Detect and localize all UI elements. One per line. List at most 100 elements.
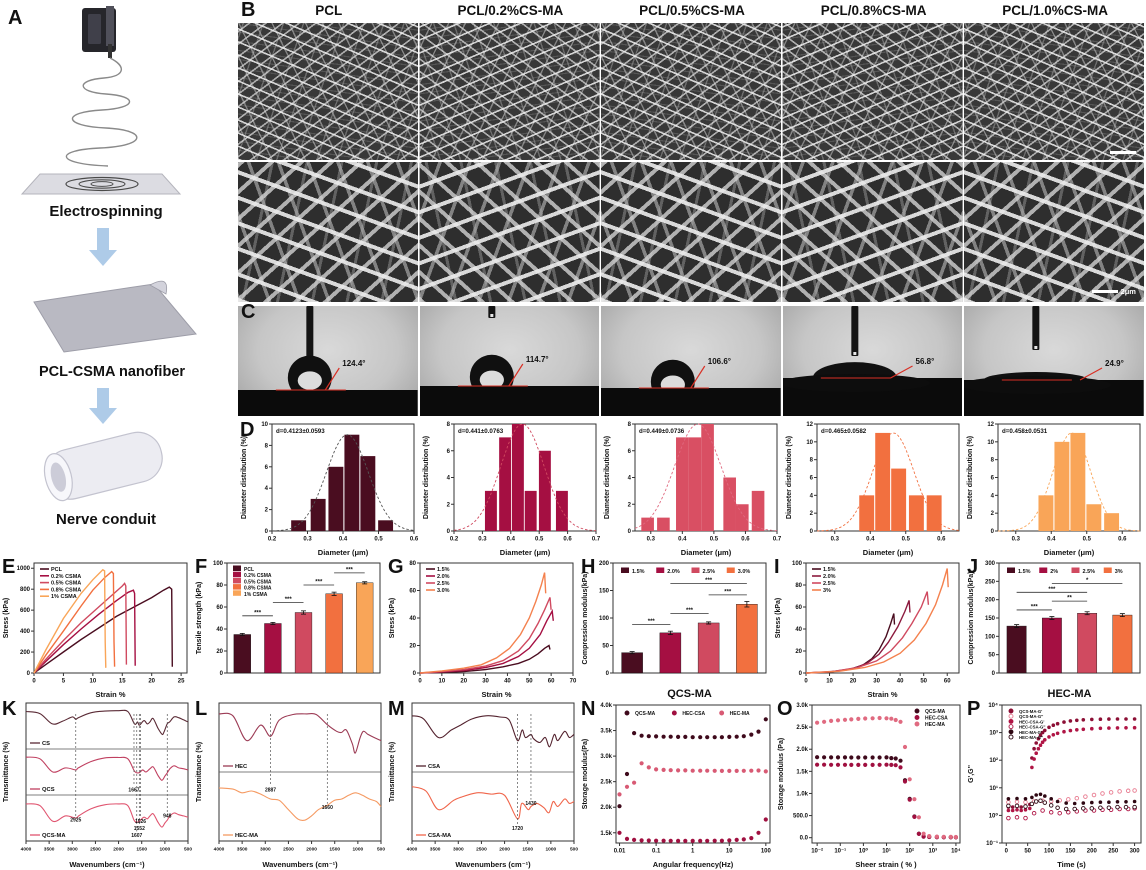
svg-text:Stress (kPa): Stress (kPa) (389, 598, 396, 638)
svg-text:15: 15 (119, 679, 126, 685)
svg-text:80: 80 (216, 583, 223, 589)
svg-text:PCL: PCL (244, 567, 254, 573)
svg-text:200: 200 (1087, 849, 1098, 855)
svg-text:3.0%: 3.0% (437, 588, 450, 594)
svg-text:10: 10 (826, 679, 833, 685)
svg-text:1% CSMA: 1% CSMA (51, 594, 77, 600)
svg-text:d=0.4123±0.0593: d=0.4123±0.0593 (276, 428, 325, 435)
svg-text:25: 25 (178, 679, 185, 685)
svg-text:600: 600 (20, 608, 31, 614)
svg-text:6: 6 (628, 449, 632, 455)
svg-text:1720: 1720 (512, 826, 523, 832)
svg-text:10¹: 10¹ (989, 785, 998, 792)
svg-text:Storage modulus(Pa): Storage modulus(Pa) (582, 739, 589, 809)
svg-text:Strain %: Strain % (481, 690, 511, 699)
svg-text:Wavenumbers (cm⁻¹): Wavenumbers (cm⁻¹) (262, 860, 338, 869)
panel-k: K 4000 3500 3000 2500 2000 1500 1000 500 Wavenum… (0, 699, 193, 869)
svg-text:***: *** (254, 610, 262, 616)
svg-text:1% CSMA: 1% CSMA (244, 592, 268, 598)
svg-text:Diameter distribution (%): Diameter distribution (%) (786, 436, 793, 519)
chart-diameter-histogram-4: 0.3 0.4 0.5 0.6 0 2 4 6 8 10 12 Diameter (μm) Diamet… (783, 418, 965, 557)
panel-e: E 0 5 10 15 20 25 0 200 400 600 800 1000 Strain % Str… (0, 557, 193, 699)
svg-text:200: 200 (599, 561, 610, 567)
chart-gelation-time-sweep: 0 50 100 150 200 250 300 10⁻¹ 10⁰ 10¹ 10² 10³ 10⁴ Tim… (965, 699, 1146, 869)
svg-text:0: 0 (799, 671, 803, 677)
svg-text:QCS-MA: QCS-MA (42, 833, 66, 839)
svg-text:0: 0 (446, 529, 450, 535)
chart-compression-modulus-hecma: 0 50 100 150 200 250 300 HEC-MA Compression modu… (965, 557, 1146, 700)
svg-text:20: 20 (216, 649, 223, 655)
svg-text:HEC-CSA: HEC-CSA (682, 711, 705, 717)
svg-text:60: 60 (944, 679, 951, 685)
svg-text:20: 20 (409, 644, 416, 650)
svg-text:10: 10 (439, 679, 446, 685)
svg-text:2.0%: 2.0% (823, 574, 836, 580)
svg-text:CSA-MA: CSA-MA (428, 833, 452, 839)
svg-text:***: *** (1031, 604, 1039, 610)
svg-text:1430: 1430 (525, 801, 536, 807)
svg-text:400: 400 (20, 629, 31, 635)
sem-image-high-mag-5: 2μm (964, 162, 1144, 302)
svg-text:3000: 3000 (453, 847, 464, 853)
panel-g: G 0 10 20 30 40 50 60 70 0 20 40 60 80 Strain % Stress… (386, 557, 579, 699)
svg-text:CS: CS (42, 741, 50, 747)
svg-text:CSA: CSA (428, 764, 441, 770)
svg-text:2.5%: 2.5% (823, 581, 836, 587)
svg-text:0: 0 (992, 671, 996, 677)
svg-text:QCS-MA: QCS-MA (635, 711, 656, 717)
svg-text:2.5k: 2.5k (796, 725, 808, 731)
svg-text:3.0k: 3.0k (796, 703, 808, 709)
svg-text:***: *** (285, 597, 293, 603)
svg-text:0.8% CSMA: 0.8% CSMA (244, 586, 272, 592)
svg-text:60: 60 (795, 605, 802, 611)
chart-diameter-histogram-5: 0.3 0.4 0.5 0.6 0 2 4 6 8 10 12 Diameter (μm) Diamet… (964, 418, 1146, 557)
svg-text:250: 250 (985, 579, 996, 585)
svg-text:3%: 3% (1115, 569, 1123, 575)
svg-text:QCS-MA-G'': QCS-MA-G'' (1019, 714, 1043, 719)
panel-n: N 0.01 0.1 1 10 100 1.5k 2.0k 2.5k 3.0k 3.5k 4.0k A… (579, 699, 775, 869)
svg-text:10²: 10² (989, 757, 998, 764)
chart-diameter-histogram-2: 0.2 0.3 0.4 0.5 0.6 0.7 0 2 4 6 8 Diameter (μm) Diam… (420, 418, 602, 557)
svg-text:HEC-MA: HEC-MA (925, 722, 945, 728)
svg-text:80: 80 (409, 561, 416, 567)
svg-text:10³: 10³ (928, 848, 937, 855)
svg-text:1.5%: 1.5% (823, 567, 836, 573)
chart-compression-modulus-qcsma: 0 50 100 150 200 QCS-MA Compression modulus(kP… (579, 557, 772, 700)
contact-angle-value: 114.7° (525, 355, 548, 364)
svg-text:1.0k: 1.0k (796, 791, 808, 797)
svg-text:30: 30 (482, 679, 489, 685)
svg-text:100: 100 (761, 849, 772, 855)
svg-text:2500: 2500 (476, 847, 487, 853)
contact-angle-photo-2: 114.7° (419, 306, 600, 416)
svg-text:4: 4 (809, 493, 813, 499)
contact-angle-value: 56.8° (915, 357, 934, 366)
panel-b-sem: B PCL PCL/0.2%CS-MA PCL/0.5%CS-MA PCL/0.8%C… (238, 0, 1146, 304)
svg-text:2500: 2500 (90, 847, 101, 853)
sem-image-high-mag-1 (238, 162, 418, 302)
svg-text:2000: 2000 (113, 847, 124, 853)
sem-image-high-mag-4 (782, 162, 963, 302)
svg-text:0.2% CSMA: 0.2% CSMA (244, 573, 272, 579)
svg-text:2000: 2000 (499, 847, 510, 853)
sem-column-title: PCL (315, 3, 343, 18)
svg-text:150: 150 (599, 589, 610, 595)
svg-text:4.0k: 4.0k (600, 703, 612, 709)
svg-text:50: 50 (920, 679, 927, 685)
svg-text:QCS: QCS (42, 787, 55, 793)
svg-text:948: 948 (163, 814, 172, 820)
sem-image-low-mag-1 (238, 23, 418, 160)
svg-text:Storage modulus (Pa): Storage modulus (Pa) (778, 738, 785, 810)
step-label-electrospinning: Electrospinning (49, 203, 162, 220)
svg-text:Stress (kPa): Stress (kPa) (775, 598, 782, 638)
svg-text:0.01: 0.01 (614, 849, 626, 855)
svg-text:0.6: 0.6 (1118, 537, 1127, 543)
svg-text:50: 50 (988, 653, 995, 659)
svg-text:HEC-MA-G': HEC-MA-G' (1019, 730, 1042, 735)
sem-image-low-mag-3 (601, 23, 781, 160)
svg-text:Diameter distribution (%): Diameter distribution (%) (423, 436, 430, 519)
svg-text:300: 300 (1130, 849, 1141, 855)
svg-text:1607: 1607 (131, 833, 142, 839)
svg-text:0.0: 0.0 (800, 836, 809, 842)
svg-text:d=0.449±0.0736: d=0.449±0.0736 (639, 428, 685, 435)
svg-text:1000: 1000 (546, 847, 557, 853)
